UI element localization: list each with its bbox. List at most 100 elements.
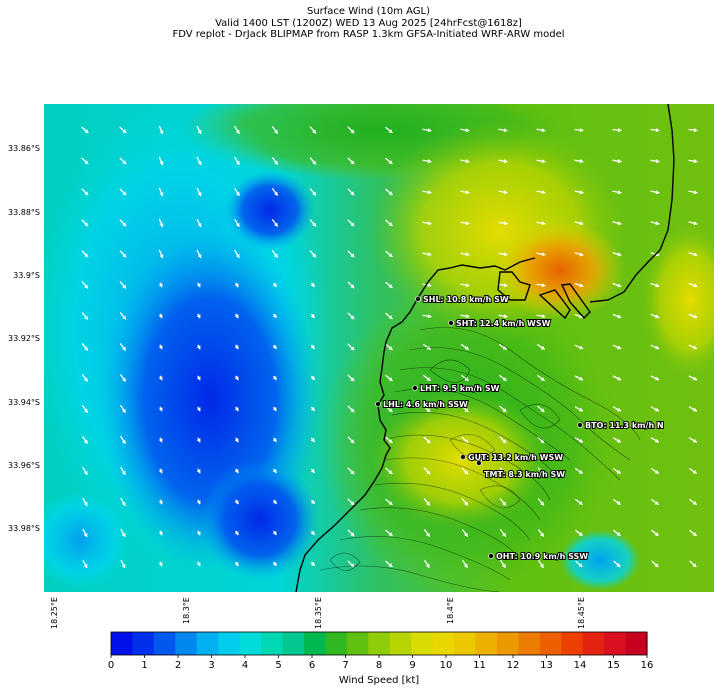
- colorbar-cell: [539, 632, 562, 655]
- wind-arrow: [461, 529, 469, 537]
- wind-arrow: [536, 159, 546, 164]
- wind-arrow: [499, 498, 507, 506]
- wind-arrow: [234, 344, 239, 350]
- wind-arrow: [271, 187, 279, 197]
- wind-arrow: [537, 498, 545, 506]
- wind-arrow: [158, 313, 163, 319]
- wind-arrow: [498, 343, 508, 351]
- wind-arrow: [460, 190, 470, 195]
- wind-arrow: [272, 561, 278, 567]
- colorbar-cell: [604, 632, 627, 655]
- wind-arrow: [234, 187, 240, 197]
- wind-arrow: [575, 560, 583, 568]
- station-label-lht: LHT: 9.5 km/h SW: [420, 384, 500, 393]
- wind-arrow: [234, 375, 239, 381]
- wind-arrow: [196, 218, 202, 228]
- wind-arrow: [82, 497, 88, 507]
- wind-arrow: [271, 156, 279, 166]
- wind-arrow: [422, 283, 432, 288]
- wind-arrow: [385, 498, 393, 506]
- wind-arrow: [460, 252, 470, 257]
- station-label-lhl: LHL: 4.6 km/h SSW: [383, 400, 468, 409]
- station-label-oht: OHT: 10.9 km/h SSW: [496, 552, 588, 561]
- wind-arrow: [272, 282, 278, 288]
- lon-tick-label: 18.3°E: [182, 597, 191, 624]
- wind-arrow: [234, 156, 240, 166]
- wind-arrow: [272, 375, 278, 381]
- wind-arrow: [158, 218, 164, 228]
- wind-arrow: [612, 127, 622, 133]
- wind-arrow: [537, 405, 545, 413]
- wind-arrow: [385, 219, 393, 227]
- wind-arrow: [158, 437, 163, 443]
- wind-arrow: [688, 375, 698, 381]
- colorbar-tick-label: 6: [308, 660, 316, 671]
- wind-arrow: [650, 375, 660, 381]
- wind-arrow: [423, 405, 431, 413]
- wind-arrow: [385, 436, 393, 444]
- wind-arrow: [574, 437, 584, 443]
- colorbar-tick-label: 7: [342, 660, 349, 671]
- wind-arrow: [650, 127, 660, 133]
- wind-arrow: [422, 221, 432, 226]
- wind-arrow: [347, 250, 355, 258]
- wind-arrow: [460, 283, 470, 288]
- wind-arrow: [612, 221, 622, 226]
- wind-arrow: [158, 156, 164, 166]
- wind-arrow: [385, 343, 393, 351]
- wind-arrow: [158, 468, 163, 474]
- wind-arrow: [612, 344, 622, 350]
- wind-arrow: [688, 159, 698, 164]
- lat-tick-label: 33.92°S: [8, 334, 40, 343]
- wind-arrow: [120, 497, 126, 507]
- wind-arrow: [158, 282, 163, 288]
- wind-arrow: [272, 530, 278, 536]
- wind-arrow: [119, 157, 127, 165]
- wind-arrow: [272, 468, 278, 474]
- wind-arrow: [613, 529, 621, 537]
- wind-arrow: [310, 406, 316, 412]
- wind-arrow: [272, 344, 278, 350]
- wind-arrow: [385, 250, 393, 258]
- wind-arrow: [423, 436, 431, 444]
- wind-arrow: [310, 313, 316, 319]
- wind-arrow: [120, 559, 126, 569]
- colorbar-tick-label: 10: [439, 660, 453, 671]
- colorbar-cell: [282, 632, 305, 655]
- wind-arrow: [347, 467, 355, 475]
- wind-arrow: [120, 435, 126, 445]
- wind-arrow: [689, 560, 697, 568]
- title-line-2: Valid 1400 LST (1200Z) WED 13 Aug 2025 […: [215, 17, 522, 29]
- wind-arrow: [537, 374, 545, 382]
- wind-arrow: [498, 221, 508, 226]
- wind-arrow: [347, 188, 355, 196]
- lon-tick-label: 18.45°E: [577, 597, 586, 629]
- wind-arrow: [460, 343, 470, 351]
- colorbar-cell: [325, 632, 348, 655]
- colorbar-tick-label: 8: [375, 660, 383, 671]
- wind-arrow: [81, 281, 89, 289]
- station-dot: [488, 553, 494, 559]
- wind-arrow: [234, 218, 240, 228]
- wind-arrow: [423, 467, 431, 475]
- wind-arrow: [574, 221, 584, 226]
- wind-arrow: [196, 530, 201, 536]
- wind-arrow: [688, 437, 698, 443]
- wind-arrow: [158, 561, 163, 567]
- wind-arrow: [81, 373, 89, 383]
- wind-arrow: [537, 559, 545, 569]
- wind-arrow: [498, 190, 508, 195]
- wind-arrow: [612, 375, 622, 381]
- colorbar-tick-label: 0: [107, 660, 115, 671]
- wind-arrow: [119, 343, 127, 351]
- wind-arrow: [422, 128, 432, 133]
- wind-arrow: [196, 406, 201, 412]
- wind-arrow: [271, 218, 279, 228]
- wind-arrow: [460, 314, 470, 319]
- wind-arrow: [574, 344, 584, 350]
- wind-arrow: [574, 282, 584, 288]
- wind-arrow: [234, 561, 239, 567]
- wind-arrow: [499, 529, 507, 537]
- wind-arrow: [650, 159, 660, 164]
